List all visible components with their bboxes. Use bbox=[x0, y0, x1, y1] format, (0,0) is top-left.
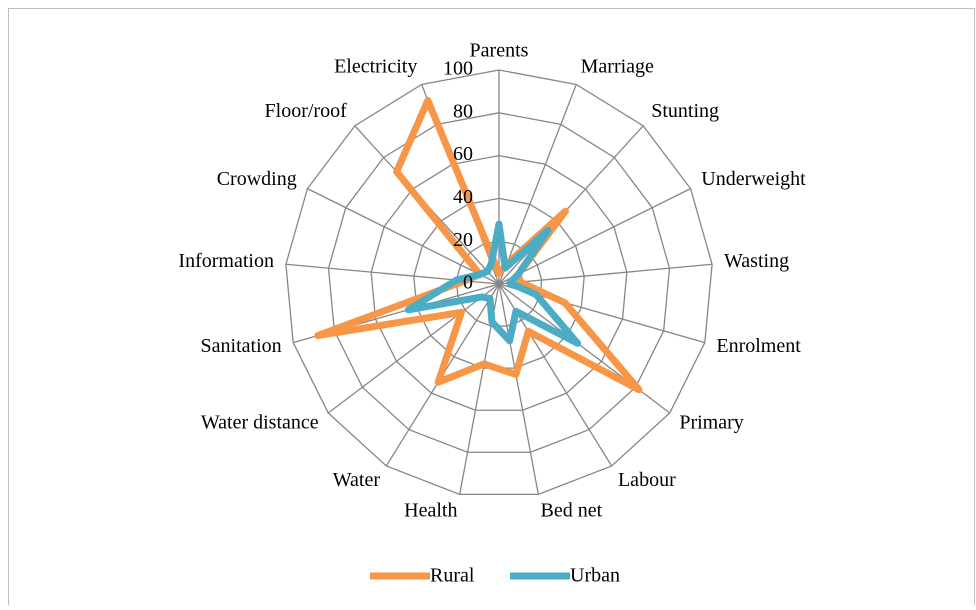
category-label: Primary bbox=[679, 411, 743, 433]
r-tick-label: 40 bbox=[453, 186, 473, 208]
legend-label: Urban bbox=[570, 565, 620, 587]
category-label: Underweight bbox=[701, 168, 806, 190]
spoke bbox=[498, 84, 577, 285]
category-label: Information bbox=[178, 250, 274, 272]
r-tick-label: 100 bbox=[443, 58, 473, 80]
category-label: Wasting bbox=[724, 250, 789, 272]
spoke bbox=[498, 263, 713, 285]
category-label: Stunting bbox=[651, 100, 719, 122]
category-label: Labour bbox=[618, 469, 676, 491]
legend-label: Rural bbox=[430, 565, 475, 587]
category-label: Bed net bbox=[541, 500, 603, 522]
category-label: Marriage bbox=[581, 55, 654, 77]
category-label: Floor/roof bbox=[265, 100, 348, 122]
r-tick-label: 0 bbox=[463, 272, 473, 294]
grid-ring bbox=[327, 112, 671, 453]
grid-ring bbox=[370, 154, 628, 411]
category-label: Water distance bbox=[201, 411, 319, 433]
category-label: Sanitation bbox=[201, 335, 282, 357]
category-label: Water bbox=[333, 469, 381, 491]
r-tick-label: 20 bbox=[453, 229, 473, 251]
category-label: Health bbox=[404, 500, 457, 522]
grid-ring bbox=[285, 69, 713, 496]
series-line bbox=[404, 220, 582, 347]
spoke bbox=[498, 283, 539, 495]
spoke bbox=[498, 188, 691, 285]
spoke bbox=[307, 188, 500, 285]
category-label: Crowding bbox=[217, 168, 297, 190]
spoke bbox=[498, 125, 644, 285]
spoke bbox=[327, 283, 500, 414]
category-label: Electricity bbox=[334, 55, 417, 77]
r-tick-label: 80 bbox=[453, 100, 473, 122]
r-tick-label: 60 bbox=[453, 143, 473, 165]
category-label: Enrolment bbox=[716, 335, 801, 357]
category-label: Parents bbox=[470, 40, 529, 62]
